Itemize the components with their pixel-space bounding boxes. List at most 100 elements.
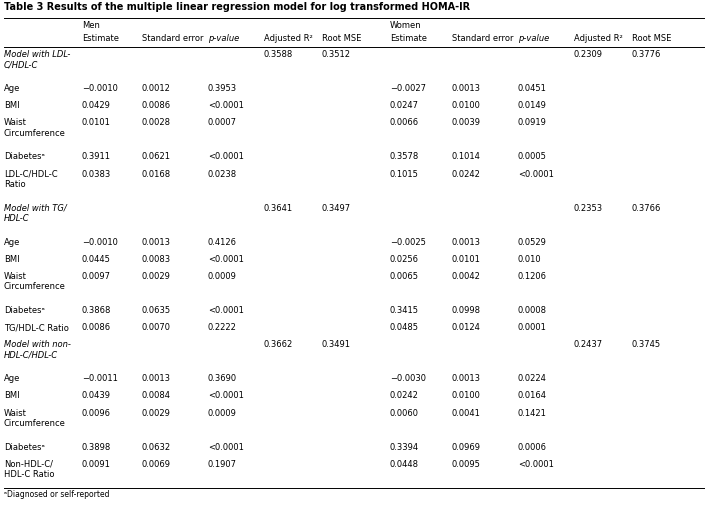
Text: 0.0149: 0.0149	[518, 101, 547, 110]
Text: 0.1421: 0.1421	[518, 409, 547, 418]
Text: 0.0247: 0.0247	[390, 101, 419, 110]
Text: <0.0001: <0.0001	[518, 169, 554, 178]
Text: 0.1015: 0.1015	[390, 169, 419, 178]
Text: 0.0096: 0.0096	[82, 409, 111, 418]
Text: 0.0101: 0.0101	[82, 118, 111, 127]
Text: 0.0065: 0.0065	[390, 272, 419, 281]
Text: Women: Women	[390, 21, 422, 30]
Text: Root MSE: Root MSE	[322, 34, 361, 43]
Text: 0.3911: 0.3911	[82, 153, 111, 162]
Text: 0.0091: 0.0091	[82, 460, 111, 469]
Text: 0.0001: 0.0001	[518, 323, 547, 332]
Text: 0.0224: 0.0224	[518, 374, 547, 383]
Text: <0.0001: <0.0001	[518, 460, 554, 469]
Text: 0.3641: 0.3641	[264, 204, 293, 213]
Text: 0.0168: 0.0168	[142, 169, 171, 178]
Text: 0.1907: 0.1907	[208, 460, 237, 469]
Text: 0.0998: 0.0998	[452, 306, 481, 315]
Text: 0.0256: 0.0256	[390, 255, 419, 264]
Text: 0.3690: 0.3690	[208, 374, 237, 383]
Text: 0.2437: 0.2437	[574, 340, 603, 349]
Text: Adjusted R²: Adjusted R²	[574, 34, 623, 43]
Text: Non-HDL-C/
HDL-C Ratio: Non-HDL-C/ HDL-C Ratio	[4, 460, 55, 479]
Text: 0.0242: 0.0242	[390, 391, 419, 400]
Text: 0.0042: 0.0042	[452, 272, 481, 281]
Text: 0.0632: 0.0632	[142, 442, 171, 451]
Text: 0.0242: 0.0242	[452, 169, 481, 178]
Text: Diabetesᵃ: Diabetesᵃ	[4, 442, 45, 451]
Text: <0.0001: <0.0001	[208, 306, 244, 315]
Text: 0.3776: 0.3776	[632, 50, 661, 59]
Text: 0.3868: 0.3868	[82, 306, 111, 315]
Text: 0.0013: 0.0013	[452, 374, 481, 383]
Text: Standard error: Standard error	[142, 34, 203, 43]
Text: Diabetesᵃ: Diabetesᵃ	[4, 153, 45, 162]
Text: 0.0439: 0.0439	[82, 391, 111, 400]
Text: <0.0001: <0.0001	[208, 391, 244, 400]
Text: 0.1206: 0.1206	[518, 272, 547, 281]
Text: 0.0485: 0.0485	[390, 323, 419, 332]
Text: 0.0383: 0.0383	[82, 169, 111, 178]
Text: 0.0029: 0.0029	[142, 409, 171, 418]
Text: −0.0010: −0.0010	[82, 238, 118, 247]
Text: 0.0039: 0.0039	[452, 118, 481, 127]
Text: 0.1014: 0.1014	[452, 153, 481, 162]
Text: Waist
Circumference: Waist Circumference	[4, 409, 66, 428]
Text: 0.0100: 0.0100	[452, 391, 481, 400]
Text: 0.3766: 0.3766	[632, 204, 661, 213]
Text: ᵃDiagnosed or self-reported: ᵃDiagnosed or self-reported	[4, 490, 110, 499]
Text: −0.0010: −0.0010	[82, 84, 118, 93]
Text: 0.0086: 0.0086	[142, 101, 171, 110]
Text: 0.0529: 0.0529	[518, 238, 547, 247]
Text: 0.0429: 0.0429	[82, 101, 111, 110]
Text: Age: Age	[4, 84, 21, 93]
Text: 0.0124: 0.0124	[452, 323, 481, 332]
Text: −0.0030: −0.0030	[390, 374, 426, 383]
Text: 0.0084: 0.0084	[142, 391, 171, 400]
Text: 0.4126: 0.4126	[208, 238, 237, 247]
Text: −0.0027: −0.0027	[390, 84, 426, 93]
Text: 0.0083: 0.0083	[142, 255, 171, 264]
Text: 0.0101: 0.0101	[452, 255, 481, 264]
Text: 0.2309: 0.2309	[574, 50, 603, 59]
Text: 0.0013: 0.0013	[452, 238, 481, 247]
Text: 0.0012: 0.0012	[142, 84, 171, 93]
Text: 0.0029: 0.0029	[142, 272, 171, 281]
Text: 0.3953: 0.3953	[208, 84, 237, 93]
Text: 0.0621: 0.0621	[142, 153, 171, 162]
Text: Age: Age	[4, 374, 21, 383]
Text: p-value: p-value	[208, 34, 239, 43]
Text: 0.0009: 0.0009	[208, 409, 237, 418]
Text: Table 3 Results of the multiple linear regression model for log transformed HOMA: Table 3 Results of the multiple linear r…	[4, 2, 470, 12]
Text: Model with non-
HDL-C/HDL-C: Model with non- HDL-C/HDL-C	[4, 340, 71, 360]
Text: 0.0451: 0.0451	[518, 84, 547, 93]
Text: 0.0041: 0.0041	[452, 409, 481, 418]
Text: Estimate: Estimate	[82, 34, 119, 43]
Text: Root MSE: Root MSE	[632, 34, 671, 43]
Text: 0.0008: 0.0008	[518, 306, 547, 315]
Text: BMI: BMI	[4, 255, 20, 264]
Text: <0.0001: <0.0001	[208, 101, 244, 110]
Text: TG/HDL-C Ratio: TG/HDL-C Ratio	[4, 323, 69, 332]
Text: 0.0007: 0.0007	[208, 118, 237, 127]
Text: 0.2353: 0.2353	[574, 204, 603, 213]
Text: Age: Age	[4, 238, 21, 247]
Text: Diabetesᵃ: Diabetesᵃ	[4, 306, 45, 315]
Text: 0.0164: 0.0164	[518, 391, 547, 400]
Text: 0.0097: 0.0097	[82, 272, 111, 281]
Text: 0.0028: 0.0028	[142, 118, 171, 127]
Text: Adjusted R²: Adjusted R²	[264, 34, 313, 43]
Text: −0.0011: −0.0011	[82, 374, 118, 383]
Text: <0.0001: <0.0001	[208, 442, 244, 451]
Text: 0.0005: 0.0005	[518, 153, 547, 162]
Text: 0.0006: 0.0006	[518, 442, 547, 451]
Text: 0.3394: 0.3394	[390, 442, 419, 451]
Text: 0.010: 0.010	[518, 255, 542, 264]
Text: −0.0025: −0.0025	[390, 238, 426, 247]
Text: 0.0919: 0.0919	[518, 118, 547, 127]
Text: Model with TG/
HDL-C: Model with TG/ HDL-C	[4, 204, 67, 223]
Text: 0.3745: 0.3745	[632, 340, 661, 349]
Text: 0.0100: 0.0100	[452, 101, 481, 110]
Text: 0.0448: 0.0448	[390, 460, 419, 469]
Text: 0.0060: 0.0060	[390, 409, 419, 418]
